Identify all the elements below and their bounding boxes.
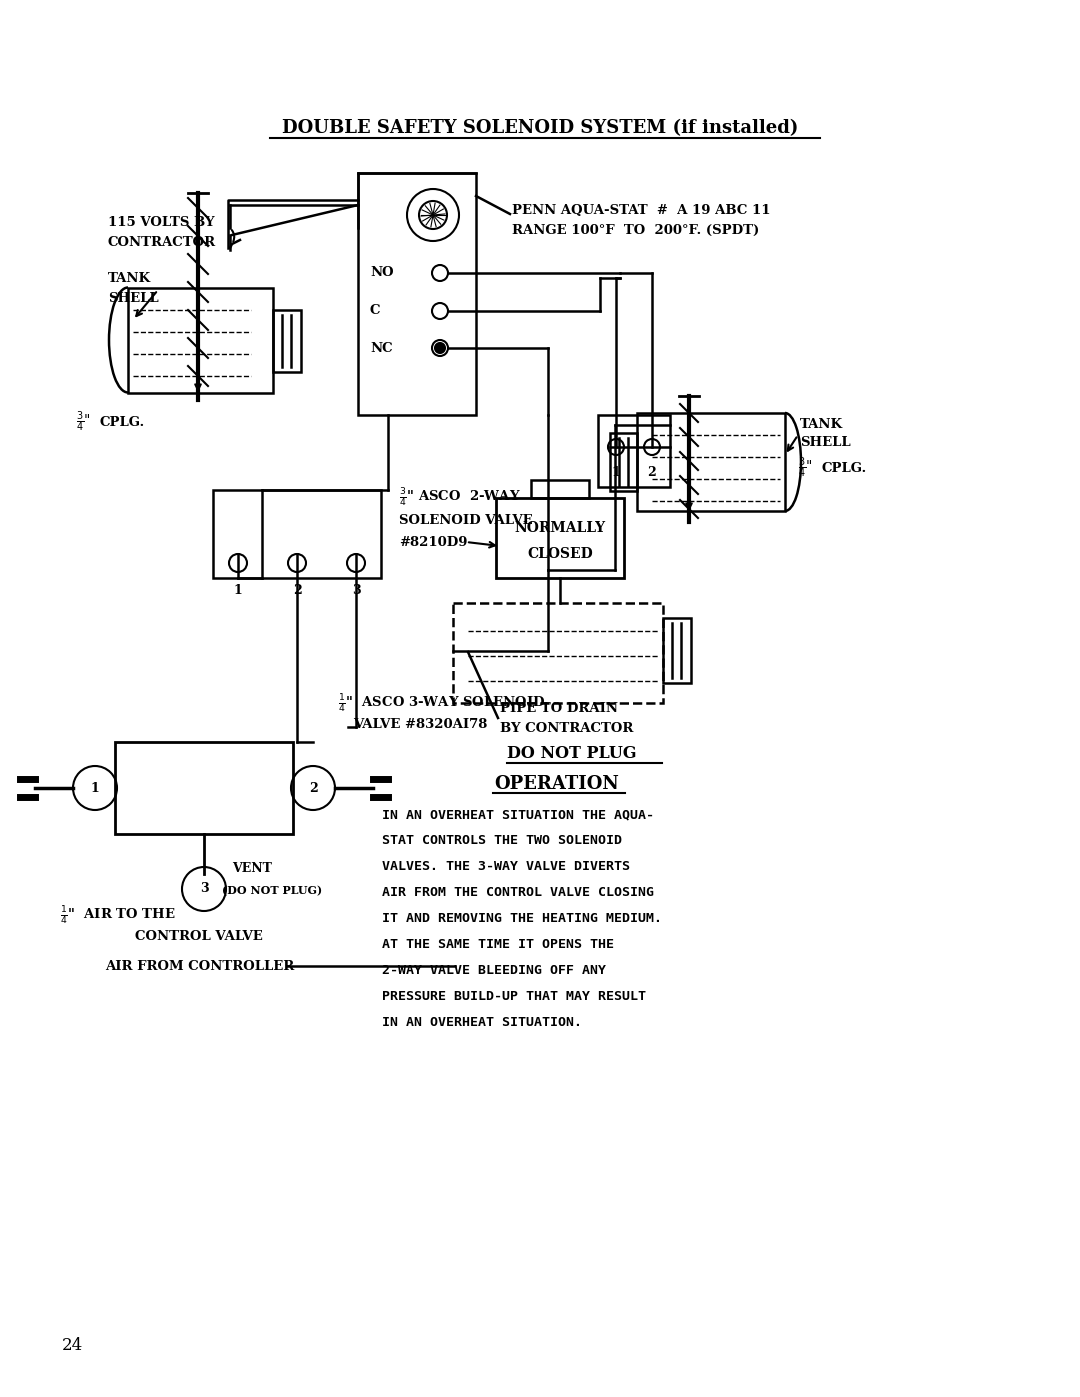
Circle shape [435, 344, 445, 353]
Text: NC: NC [370, 341, 393, 355]
Text: 2: 2 [648, 465, 657, 479]
Text: (DO NOT PLUG): (DO NOT PLUG) [222, 886, 322, 897]
Text: 1: 1 [611, 465, 620, 479]
Text: $\frac{3}{4}$": $\frac{3}{4}$" [798, 455, 813, 481]
Text: 24: 24 [62, 1337, 83, 1354]
Text: DO NOT PLUG: DO NOT PLUG [507, 746, 636, 763]
Text: VENT: VENT [232, 862, 272, 876]
Text: BY CONTRACTOR: BY CONTRACTOR [500, 721, 633, 735]
Text: $\frac{3}{4}$": $\frac{3}{4}$" [76, 409, 91, 434]
Text: 2: 2 [293, 584, 301, 598]
Text: #8210D9: #8210D9 [399, 535, 468, 549]
Text: CLOSED: CLOSED [527, 548, 593, 562]
Text: 3: 3 [200, 883, 208, 895]
Text: RANGE 100°F  TO  200°F. (SPDT): RANGE 100°F TO 200°F. (SPDT) [512, 224, 759, 236]
Text: AT THE SAME TIME IT OPENS THE: AT THE SAME TIME IT OPENS THE [382, 939, 615, 951]
Text: DOUBLE SAFETY SOLENOID SYSTEM (if installed): DOUBLE SAFETY SOLENOID SYSTEM (if instal… [282, 119, 798, 137]
Text: $\frac{3}{4}$" ASCO  2-WAY: $\frac{3}{4}$" ASCO 2-WAY [399, 488, 521, 509]
Text: TANK: TANK [108, 271, 151, 285]
Text: $\frac{1}{4}$"  ASCO 3-WAY SOLENOID: $\frac{1}{4}$" ASCO 3-WAY SOLENOID [338, 693, 545, 715]
Text: $\frac{1}{4}$"  AIR TO THE: $\frac{1}{4}$" AIR TO THE [60, 905, 176, 928]
Text: 3: 3 [352, 584, 361, 598]
Text: C: C [370, 305, 380, 317]
Text: 1: 1 [233, 584, 242, 598]
Text: CONTRACTOR: CONTRACTOR [108, 236, 216, 249]
Text: VALVE #8320AI78: VALVE #8320AI78 [353, 718, 487, 732]
Text: SHELL: SHELL [800, 436, 851, 450]
Text: AIR FROM THE CONTROL VALVE CLOSING: AIR FROM THE CONTROL VALVE CLOSING [382, 887, 654, 900]
Text: PIPE TO DRAIN: PIPE TO DRAIN [500, 701, 618, 714]
Text: VALVES. THE 3-WAY VALVE DIVERTS: VALVES. THE 3-WAY VALVE DIVERTS [382, 861, 630, 873]
Text: SHELL: SHELL [108, 292, 159, 305]
Text: IN AN OVERHEAT SITUATION THE AQUA-: IN AN OVERHEAT SITUATION THE AQUA- [382, 809, 654, 821]
Text: 1: 1 [91, 781, 99, 795]
Text: SOLENOID VALVE: SOLENOID VALVE [399, 514, 532, 527]
Text: CPLG.: CPLG. [100, 415, 145, 429]
Text: NO: NO [370, 267, 393, 279]
Text: CONTROL VALVE: CONTROL VALVE [135, 930, 262, 943]
Text: 115 VOLTS BY: 115 VOLTS BY [108, 215, 215, 229]
Text: 2: 2 [309, 781, 318, 795]
Text: PRESSURE BUILD-UP THAT MAY RESULT: PRESSURE BUILD-UP THAT MAY RESULT [382, 990, 646, 1003]
Text: NORMALLY: NORMALLY [514, 521, 606, 535]
Text: TANK: TANK [800, 418, 843, 430]
Text: OPERATION: OPERATION [495, 775, 620, 793]
Text: AIR FROM CONTROLLER: AIR FROM CONTROLLER [105, 960, 294, 972]
Text: 2-WAY VALVE BLEEDING OFF ANY: 2-WAY VALVE BLEEDING OFF ANY [382, 964, 606, 978]
Text: CPLG.: CPLG. [822, 461, 867, 475]
Text: IN AN OVERHEAT SITUATION.: IN AN OVERHEAT SITUATION. [382, 1017, 582, 1030]
Text: STAT CONTROLS THE TWO SOLENOID: STAT CONTROLS THE TWO SOLENOID [382, 834, 622, 848]
Text: PENN AQUA-STAT  #  A 19 ABC 11: PENN AQUA-STAT # A 19 ABC 11 [512, 204, 770, 217]
Text: IT AND REMOVING THE HEATING MEDIUM.: IT AND REMOVING THE HEATING MEDIUM. [382, 912, 662, 925]
